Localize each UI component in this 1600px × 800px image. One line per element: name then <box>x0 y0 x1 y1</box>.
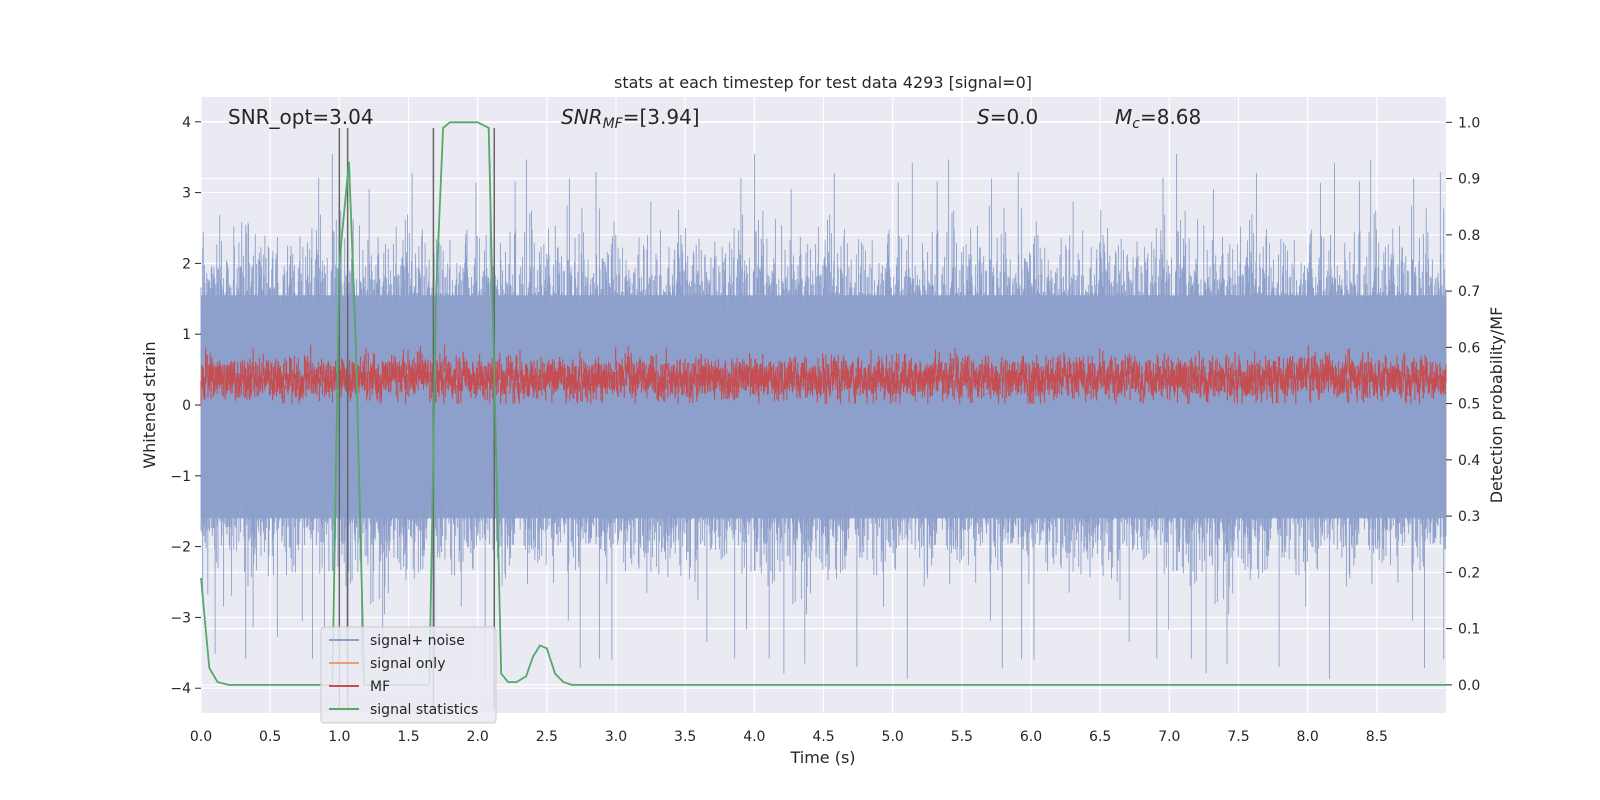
legend-label-signal-only: signal only <box>370 656 445 672</box>
x-tick-label: 1.5 <box>397 729 419 745</box>
legend-label-signal-statistics: signal statistics <box>370 702 478 718</box>
y-tick-label: −4 <box>170 681 191 697</box>
x-tick-label: 0.5 <box>259 729 281 745</box>
x-tick-label: 0.0 <box>190 729 212 745</box>
y-tick-label: 4 <box>182 115 191 131</box>
y2-tick-label: 0.9 <box>1458 172 1480 188</box>
x-tick-label: 2.5 <box>536 729 558 745</box>
series-signal-statistics <box>200 121 1446 686</box>
y2-tick-label: 0.6 <box>1458 340 1480 356</box>
y2-axis-label: Detection probability/MF <box>1487 307 1506 504</box>
legend-label-signal-noise: signal+ noise <box>370 633 465 649</box>
y-tick-label: −3 <box>170 610 191 626</box>
annotation-mc: Mc=8.68 <box>1115 105 1201 132</box>
y2-axis-ticks: 1.0 0.9 0.8 0.7 0.6 0.5 0.4 0.3 0.2 0.1 0.0 <box>1446 115 1480 694</box>
y-tick-label: 3 <box>182 186 191 202</box>
x-tick-label: 8.5 <box>1366 729 1388 745</box>
y-tick-label: −2 <box>170 540 191 556</box>
x-tick-label: 3.0 <box>605 729 627 745</box>
x-axis-label: Time (s) <box>789 748 855 767</box>
y-axis-label: Whitened strain <box>140 341 159 468</box>
x-tick-label: 4.5 <box>812 729 834 745</box>
annotation-s: S=0.0 <box>977 105 1038 129</box>
x-tick-label: 7.0 <box>1158 729 1180 745</box>
x-tick-label: 5.5 <box>951 729 973 745</box>
y-axis-ticks: 4 3 2 1 0 −1 −2 −3 −4 <box>170 115 201 697</box>
x-axis-ticks: 0.0 0.5 1.0 1.5 2.0 2.5 3.0 3.5 4.0 4.5 5.0 5.5 6.0 6… <box>190 729 1388 745</box>
signal-statistics-line <box>200 121 1446 686</box>
legend-box <box>320 626 497 724</box>
series-signal-noise <box>200 153 1447 679</box>
legend: signal+ noise signal only MF signal stat… <box>320 626 497 724</box>
y2-tick-label: 0.0 <box>1458 678 1480 694</box>
x-tick-label: 5.0 <box>882 729 904 745</box>
chart-title: stats at each timestep for test data 429… <box>614 73 1032 92</box>
annotation-snr-mf: SNRMF=[3.94] <box>561 105 700 132</box>
y2-tick-label: 0.3 <box>1458 509 1480 525</box>
x-tick-label: 6.0 <box>1020 729 1042 745</box>
y-tick-label: −1 <box>170 469 191 485</box>
y2-tick-label: 0.5 <box>1458 397 1480 413</box>
y2-tick-label: 0.4 <box>1458 453 1480 469</box>
y-tick-label: 2 <box>182 256 191 272</box>
y2-tick-label: 1.0 <box>1458 115 1480 131</box>
x-tick-label: 4.0 <box>743 729 765 745</box>
x-tick-label: 7.5 <box>1227 729 1249 745</box>
x-tick-label: 3.5 <box>674 729 696 745</box>
y2-tick-label: 0.8 <box>1458 228 1480 244</box>
x-tick-label: 2.0 <box>467 729 489 745</box>
annotation-snr-opt: SNR_opt=3.04 <box>228 105 374 129</box>
y2-tick-label: 0.2 <box>1458 565 1480 581</box>
y-tick-label: 1 <box>182 327 191 343</box>
x-tick-label: 8.0 <box>1297 729 1319 745</box>
legend-label-mf: MF <box>370 679 390 695</box>
x-tick-label: 1.0 <box>328 729 350 745</box>
y-tick-label: 0 <box>182 398 191 414</box>
x-tick-label: 6.5 <box>1089 729 1111 745</box>
y2-tick-label: 0.7 <box>1458 284 1480 300</box>
y2-tick-label: 0.1 <box>1458 622 1480 638</box>
